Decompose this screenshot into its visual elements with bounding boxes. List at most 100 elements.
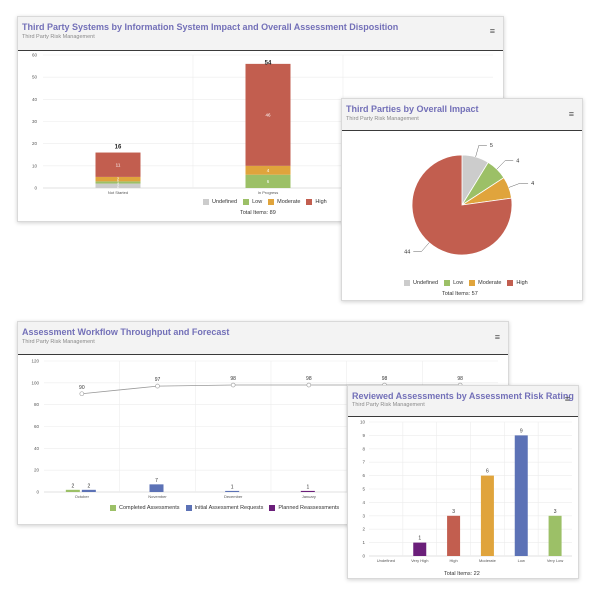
x-tick-label: Not Started xyxy=(108,190,128,195)
bar-segment-undefined xyxy=(95,183,141,188)
y-tick-label: 20 xyxy=(34,468,40,473)
y-tick-label: 5 xyxy=(362,487,365,492)
y-tick-label: 80 xyxy=(34,402,40,407)
legend-item-low[interactable]: Low xyxy=(243,199,262,205)
line-point xyxy=(79,391,85,397)
x-tick-label: December xyxy=(224,494,243,499)
card-subtitle: Third Party Risk Management xyxy=(346,116,419,122)
y-tick-label: 3 xyxy=(362,513,365,518)
card-header: Reviewed Assessments by Assessment Risk … xyxy=(348,386,578,417)
card-subtitle: Third Party Risk Management xyxy=(352,402,425,408)
card-title: Assessment Workflow Throughput and Forec… xyxy=(22,327,230,337)
bar-initial-assessment-requests xyxy=(81,489,96,492)
card-header: Third Parties by Overall Impact Third Pa… xyxy=(342,99,582,131)
y-tick-label: 60 xyxy=(32,53,38,58)
data-label: 1 xyxy=(306,484,309,490)
y-tick-label: 8 xyxy=(362,446,365,451)
card-subtitle: Third Party Risk Management xyxy=(22,34,95,40)
y-tick-label: 40 xyxy=(34,446,40,451)
data-label: 4 xyxy=(267,168,270,173)
y-tick-label: 120 xyxy=(31,359,39,364)
y-tick-label: 7 xyxy=(362,460,365,465)
data-label: 44 xyxy=(404,250,410,256)
card-header: Third Party Systems by Information Syste… xyxy=(18,17,503,51)
line-point-label: 98 xyxy=(457,376,463,382)
bar-moderate xyxy=(480,475,494,556)
y-tick-label: 9 xyxy=(362,433,365,438)
hamburger-menu-icon[interactable]: ≡ xyxy=(568,109,574,119)
y-tick-label: 6 xyxy=(362,473,365,478)
line-point-label: 98 xyxy=(382,376,388,382)
total-items: Total Items: 89 xyxy=(240,210,276,216)
data-label: 6 xyxy=(486,469,489,475)
hamburger-menu-icon[interactable]: ≡ xyxy=(494,332,500,342)
legend-item-initial[interactable]: Initial Assessment Requests xyxy=(185,505,263,511)
x-tick-label: In Progress xyxy=(258,190,278,195)
legend-item-planned[interactable]: Planned Reassessments xyxy=(269,505,339,511)
card-subtitle: Third Party Risk Management xyxy=(22,339,95,345)
hamburger-menu-icon[interactable]: ≡ xyxy=(564,394,570,404)
card-title: Third Parties by Overall Impact xyxy=(346,104,479,114)
bar-segment-high xyxy=(95,152,141,177)
y-tick-label: 30 xyxy=(32,119,38,124)
y-tick-label: 1 xyxy=(362,540,365,545)
legend-item-undefined[interactable]: Undefined xyxy=(203,199,237,205)
data-label: 2 xyxy=(117,177,120,182)
line-point-label: 97 xyxy=(155,377,161,383)
data-label: 9 xyxy=(520,428,523,434)
risk-rating-bar-chart: 0 1 2 3 4 5 6 7 8 9 10 Undefined 1 Very High 3 High 6 Mod… xyxy=(360,420,572,563)
y-tick-label: 10 xyxy=(360,420,366,425)
data-label: 1 xyxy=(117,180,120,185)
data-label: 1 xyxy=(231,484,234,490)
connector-line xyxy=(475,145,487,157)
bar-low xyxy=(514,435,528,556)
data-label: 7 xyxy=(155,478,158,484)
chart-legend: Undefined Low Moderate High xyxy=(203,199,327,205)
line-point-label: 90 xyxy=(79,385,85,391)
y-tick-label: 100 xyxy=(31,380,39,385)
bar-very-low xyxy=(548,515,562,556)
bar-high xyxy=(447,515,461,556)
bar-completed-assessments xyxy=(65,489,80,492)
hamburger-menu-icon[interactable]: ≡ xyxy=(489,26,495,36)
line-point-label: 98 xyxy=(230,376,236,382)
legend-item-undefined[interactable]: Undefined xyxy=(404,280,438,286)
connector-line xyxy=(508,183,529,188)
data-label: 3 xyxy=(554,509,557,515)
chart-legend: Completed Assessments Initial Assessment… xyxy=(110,505,339,511)
bar-initial-assessment-requests xyxy=(149,484,164,492)
data-label: 4 xyxy=(516,158,519,164)
bar-planned-reassessments xyxy=(300,490,315,492)
total-items: Total Items: 57 xyxy=(442,291,478,297)
data-label: 1 xyxy=(418,536,421,542)
legend-item-moderate[interactable]: Moderate xyxy=(268,199,300,205)
legend-item-moderate[interactable]: Moderate xyxy=(469,280,501,286)
y-tick-label: 0 xyxy=(362,554,365,559)
y-tick-label: 20 xyxy=(32,141,38,146)
legend-item-low[interactable]: Low xyxy=(444,280,463,286)
legend-item-completed[interactable]: Completed Assessments xyxy=(110,505,180,511)
total-label: 54 xyxy=(265,60,272,66)
card-title: Reviewed Assessments by Assessment Risk … xyxy=(352,391,574,401)
data-label: 11 xyxy=(116,162,121,167)
y-tick-label: 60 xyxy=(34,424,40,429)
x-tick-label: Low xyxy=(518,558,525,563)
x-tick-label: Very Low xyxy=(547,558,564,563)
bar-very-high xyxy=(413,542,427,556)
legend-item-high[interactable]: High xyxy=(507,280,528,286)
y-tick-label: 2 xyxy=(362,527,365,532)
x-tick-label: Undefined xyxy=(377,558,395,563)
data-label: 2 xyxy=(117,183,120,188)
y-tick-label: 4 xyxy=(362,500,365,505)
total-label: 16 xyxy=(115,145,122,151)
card-header: Assessment Workflow Throughput and Forec… xyxy=(18,322,508,355)
data-label: 6 xyxy=(267,179,270,184)
bar-initial-assessment-requests xyxy=(225,490,240,492)
connector-line xyxy=(413,242,430,253)
x-tick-label: Very High xyxy=(411,558,428,563)
legend-item-high[interactable]: High xyxy=(306,199,327,205)
x-tick-label: October xyxy=(75,494,90,499)
card-title: Third Party Systems by Information Syste… xyxy=(22,22,399,32)
x-tick-label: High xyxy=(449,558,457,563)
